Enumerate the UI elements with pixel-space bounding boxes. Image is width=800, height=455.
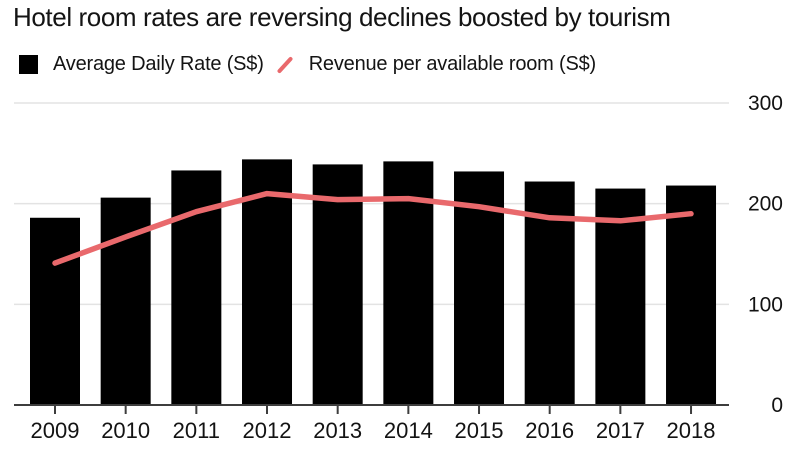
y-tick-label-200: 200 bbox=[748, 193, 783, 216]
bar-2018 bbox=[666, 185, 717, 405]
legend-label-revpar: Revenue per available room (S$) bbox=[308, 53, 596, 75]
x-tick-label-2015: 2015 bbox=[455, 418, 504, 443]
bar-2017 bbox=[595, 188, 646, 405]
line-swatch-line bbox=[277, 56, 293, 73]
x-tick-label-2017: 2017 bbox=[596, 418, 645, 443]
chart-legend: Average Daily Rate (S$) Revenue per avai… bbox=[19, 53, 596, 76]
x-tick-label-2010: 2010 bbox=[101, 418, 150, 443]
bar-2009 bbox=[30, 217, 80, 405]
legend-item-adr: Average Daily Rate (S$) bbox=[19, 53, 264, 76]
bar-swatch-icon bbox=[19, 55, 38, 74]
y-tick-label-300: 300 bbox=[748, 92, 783, 115]
chart-svg: 2009 2010 2011 2012 2013 2014 2015 2016 2017 2018… bbox=[14, 92, 783, 443]
x-tick-label-2016: 2016 bbox=[525, 418, 574, 443]
legend-label-adr: Average Daily Rate (S$) bbox=[53, 53, 264, 75]
legend-item-revpar: Revenue per available room (S$) bbox=[276, 53, 596, 76]
bar-2013 bbox=[312, 164, 363, 405]
x-tick-label-2014: 2014 bbox=[384, 418, 433, 443]
x-tick-label-2018: 2018 bbox=[667, 418, 716, 443]
revpar-line bbox=[52, 190, 694, 266]
x-tick-label-2012: 2012 bbox=[243, 418, 292, 443]
y-tick-label-0: 0 bbox=[771, 394, 783, 417]
line-swatch-icon bbox=[277, 56, 293, 73]
x-tick-label-2013: 2013 bbox=[313, 418, 362, 443]
y-tick-label-100: 100 bbox=[748, 293, 783, 316]
x-tick-label-2009: 2009 bbox=[31, 418, 80, 443]
x-tick-label-2011: 2011 bbox=[173, 418, 220, 443]
chart-title: Hotel room rates are reversing declines … bbox=[13, 2, 671, 32]
